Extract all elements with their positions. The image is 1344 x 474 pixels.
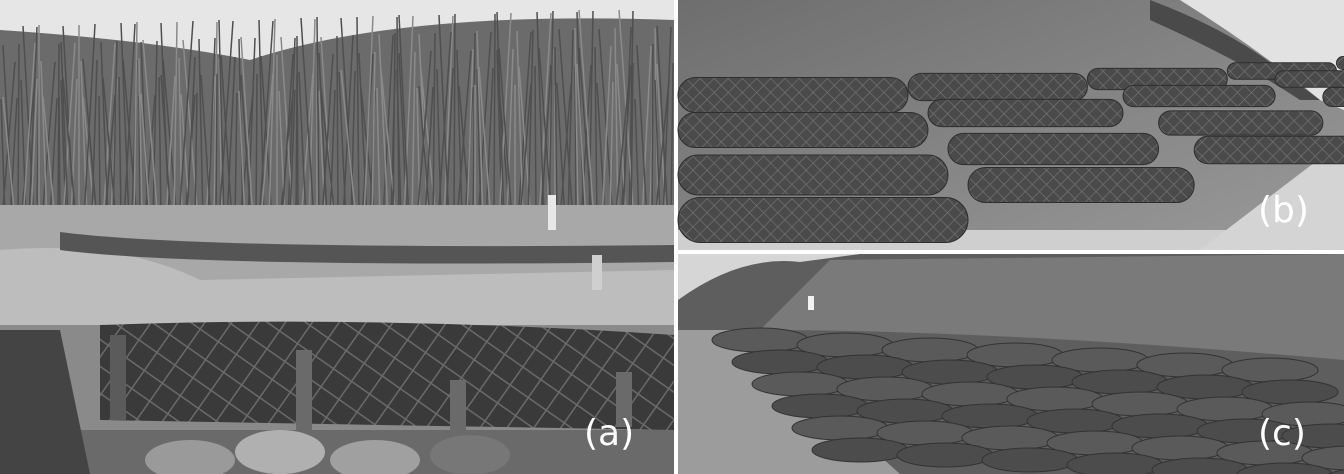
texture xyxy=(678,113,928,148)
texture xyxy=(732,350,828,374)
texture xyxy=(494,14,495,220)
texture xyxy=(216,74,217,220)
texture xyxy=(535,66,536,220)
texture xyxy=(982,448,1078,472)
figure: (a) (b) (c) xyxy=(0,0,1344,474)
texture xyxy=(1275,71,1344,88)
texture xyxy=(678,78,908,113)
texture xyxy=(1194,136,1344,163)
photo-a: (a) xyxy=(0,0,674,474)
texture xyxy=(18,44,19,220)
panel-label: (b) xyxy=(1258,190,1309,231)
texture xyxy=(712,328,808,352)
texture xyxy=(454,14,455,220)
texture xyxy=(256,74,257,220)
texture xyxy=(297,36,298,220)
texture xyxy=(1123,85,1275,106)
page: (a) (b) (c) (() => { const data = JSON.p… xyxy=(0,0,1344,474)
panel-label: (a) xyxy=(584,413,634,454)
texture xyxy=(678,155,948,195)
texture xyxy=(897,443,993,467)
texture xyxy=(908,73,1087,100)
texture xyxy=(652,44,653,220)
photo-b: (b) xyxy=(678,0,1344,250)
texture xyxy=(1323,88,1344,107)
texture xyxy=(1067,453,1163,474)
texture xyxy=(1159,111,1323,135)
texture xyxy=(337,36,338,220)
panel-label: (c) xyxy=(1258,413,1306,454)
texture xyxy=(948,133,1159,164)
texture xyxy=(928,99,1123,126)
texture xyxy=(792,416,888,440)
texture xyxy=(772,394,868,418)
texture xyxy=(59,96,60,220)
texture xyxy=(99,96,100,220)
texture xyxy=(812,438,908,462)
photo-c: (c) xyxy=(678,254,1344,474)
texture xyxy=(678,198,968,243)
texture xyxy=(752,372,848,396)
texture xyxy=(968,167,1194,202)
